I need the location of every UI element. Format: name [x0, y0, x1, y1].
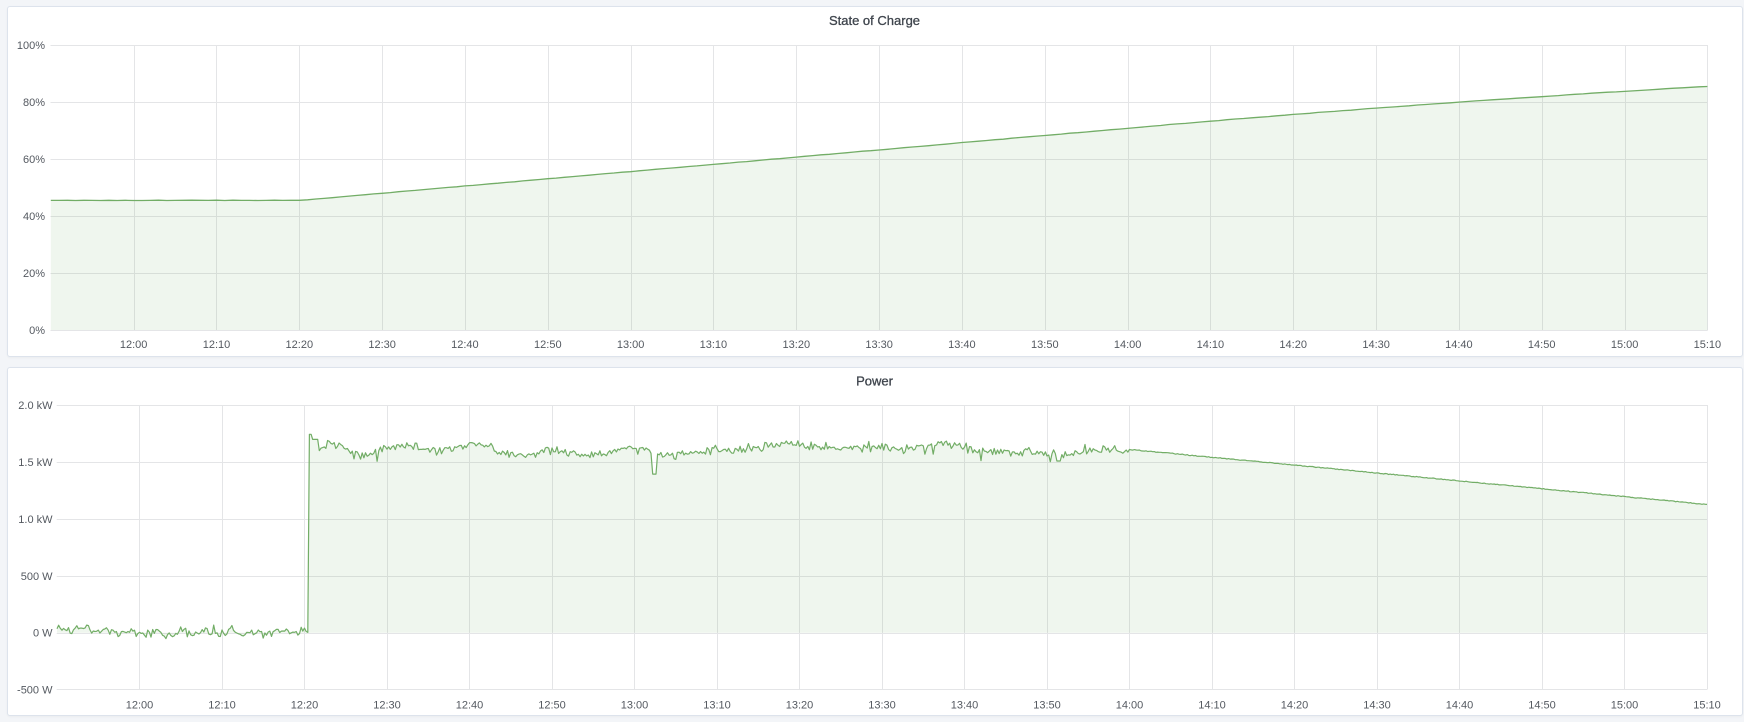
svg-text:12:40: 12:40	[456, 699, 484, 711]
svg-text:14:40: 14:40	[1445, 339, 1473, 351]
svg-text:State of Charge: State of Charge	[829, 13, 920, 28]
svg-text:12:40: 12:40	[451, 339, 479, 351]
svg-text:60%: 60%	[23, 154, 45, 166]
svg-text:-500 W: -500 W	[17, 685, 53, 697]
svg-text:14:00: 14:00	[1114, 339, 1142, 351]
svg-text:80%: 80%	[23, 97, 45, 109]
svg-text:40%: 40%	[23, 211, 45, 223]
svg-text:14:20: 14:20	[1279, 339, 1307, 351]
svg-text:500 W: 500 W	[21, 571, 53, 583]
svg-text:14:10: 14:10	[1198, 699, 1226, 711]
svg-text:14:30: 14:30	[1362, 339, 1390, 351]
svg-text:13:10: 13:10	[700, 339, 728, 351]
svg-text:14:50: 14:50	[1528, 699, 1556, 711]
svg-text:Power: Power	[856, 373, 894, 388]
svg-text:14:10: 14:10	[1197, 339, 1225, 351]
svg-text:13:10: 13:10	[703, 699, 731, 711]
svg-text:12:50: 12:50	[534, 339, 562, 351]
svg-text:1.0 kW: 1.0 kW	[18, 514, 53, 526]
svg-text:15:10: 15:10	[1693, 699, 1721, 711]
svg-text:12:00: 12:00	[126, 699, 154, 711]
svg-text:15:10: 15:10	[1694, 339, 1722, 351]
svg-text:12:30: 12:30	[373, 699, 401, 711]
svg-text:14:30: 14:30	[1363, 699, 1391, 711]
svg-text:2.0 kW: 2.0 kW	[18, 400, 53, 412]
svg-text:12:10: 12:10	[208, 699, 236, 711]
svg-text:14:50: 14:50	[1528, 339, 1556, 351]
svg-text:0%: 0%	[29, 325, 45, 337]
svg-text:13:30: 13:30	[868, 699, 896, 711]
svg-text:13:20: 13:20	[783, 339, 811, 351]
svg-text:14:00: 14:00	[1116, 699, 1144, 711]
svg-text:20%: 20%	[23, 268, 45, 280]
svg-text:0 W: 0 W	[33, 628, 53, 640]
svg-text:12:30: 12:30	[368, 339, 396, 351]
svg-text:13:50: 13:50	[1033, 699, 1061, 711]
svg-text:13:30: 13:30	[865, 339, 893, 351]
svg-text:14:40: 14:40	[1446, 699, 1474, 711]
svg-text:15:00: 15:00	[1611, 699, 1639, 711]
svg-text:12:20: 12:20	[286, 339, 314, 351]
svg-text:13:00: 13:00	[621, 699, 649, 711]
svg-text:15:00: 15:00	[1611, 339, 1639, 351]
svg-text:12:10: 12:10	[203, 339, 231, 351]
svg-text:13:20: 13:20	[786, 699, 814, 711]
svg-text:13:50: 13:50	[1031, 339, 1059, 351]
svg-text:12:00: 12:00	[120, 339, 148, 351]
svg-text:13:40: 13:40	[948, 339, 976, 351]
svg-text:13:40: 13:40	[951, 699, 979, 711]
svg-text:13:00: 13:00	[617, 339, 645, 351]
svg-text:12:20: 12:20	[291, 699, 319, 711]
svg-text:100%: 100%	[17, 40, 45, 52]
svg-text:1.5 kW: 1.5 kW	[18, 457, 53, 469]
svg-text:12:50: 12:50	[538, 699, 566, 711]
svg-text:14:20: 14:20	[1281, 699, 1309, 711]
